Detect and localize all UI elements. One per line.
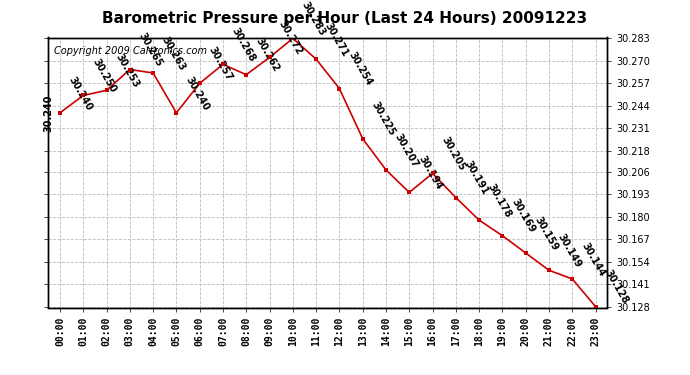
Text: 30.271: 30.271	[323, 21, 351, 58]
Text: 30.250: 30.250	[90, 57, 117, 95]
Text: 30.191: 30.191	[463, 159, 490, 197]
Text: 30.159: 30.159	[533, 215, 560, 252]
Text: 30.149: 30.149	[556, 232, 583, 270]
Text: 30.253: 30.253	[113, 52, 141, 90]
Text: 30.265: 30.265	[137, 31, 164, 69]
Text: 30.194: 30.194	[416, 154, 444, 192]
Text: 30.254: 30.254	[346, 50, 374, 88]
Text: Copyright 2009 Cartronics.com: Copyright 2009 Cartronics.com	[54, 46, 207, 56]
Text: Barometric Pressure per Hour (Last 24 Hours) 20091223: Barometric Pressure per Hour (Last 24 Ho…	[102, 11, 588, 26]
Text: 30.283: 30.283	[299, 0, 327, 38]
Text: 30.205: 30.205	[440, 135, 467, 172]
Text: 30.240: 30.240	[43, 94, 53, 132]
Text: 30.169: 30.169	[509, 197, 537, 235]
Text: 30.262: 30.262	[253, 36, 281, 74]
Text: 30.257: 30.257	[206, 45, 234, 82]
Text: 30.207: 30.207	[393, 132, 420, 169]
Text: 30.268: 30.268	[230, 26, 257, 63]
Text: 30.240: 30.240	[184, 75, 210, 112]
Text: 30.128: 30.128	[602, 268, 630, 306]
Text: 30.225: 30.225	[370, 100, 397, 138]
Text: 30.240: 30.240	[67, 75, 95, 112]
Text: 30.272: 30.272	[277, 19, 304, 57]
Text: 30.144: 30.144	[579, 241, 607, 278]
Text: 30.178: 30.178	[486, 182, 513, 219]
Text: 30.263: 30.263	[160, 35, 188, 72]
